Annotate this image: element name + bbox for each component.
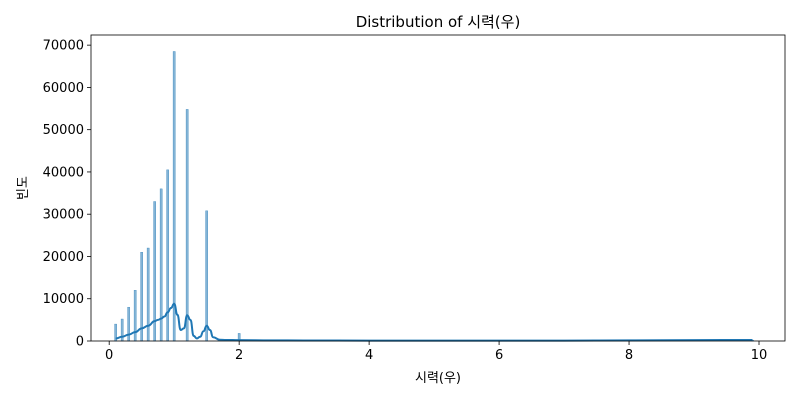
plot-area-frame [90, 34, 786, 342]
histogram-bar [166, 169, 169, 342]
y-axis-label: 빈도 [16, 176, 31, 200]
x-tick-label: 4 [365, 348, 373, 363]
histogram-bar [172, 51, 176, 342]
chart-title: Distribution of 시력(우) [356, 13, 521, 31]
kde-curve-layer [115, 302, 753, 342]
x-tick-label: 6 [495, 348, 503, 363]
y-tick-label: 40000 [43, 165, 84, 180]
x-tick-label: 10 [751, 348, 768, 363]
y-tick-label: 30000 [43, 208, 84, 223]
y-tick-label: 0 [76, 335, 84, 350]
histogram-bar [205, 210, 208, 342]
y-tick-label: 20000 [43, 250, 84, 265]
histogram-bar [127, 306, 130, 342]
y-axis-ticks: 0 10000 20000 30000 40000 50000 60000 70000 [43, 39, 91, 350]
y-tick-label: 60000 [43, 81, 84, 96]
x-tick-label: 2 [235, 348, 243, 363]
histogram-bar [146, 247, 150, 342]
x-axis-ticks: 0 2 4 6 8 10 [105, 341, 767, 363]
y-tick-label: 50000 [43, 123, 84, 138]
x-axis-label: 시력(우) [415, 371, 461, 386]
kde-curve [115, 302, 753, 342]
histogram-bar [133, 290, 137, 342]
x-tick-label: 0 [105, 348, 113, 363]
y-tick-label: 70000 [43, 39, 84, 54]
x-tick-label: 8 [625, 348, 633, 363]
histogram-bar [185, 109, 189, 342]
y-tick-label: 10000 [43, 292, 84, 307]
